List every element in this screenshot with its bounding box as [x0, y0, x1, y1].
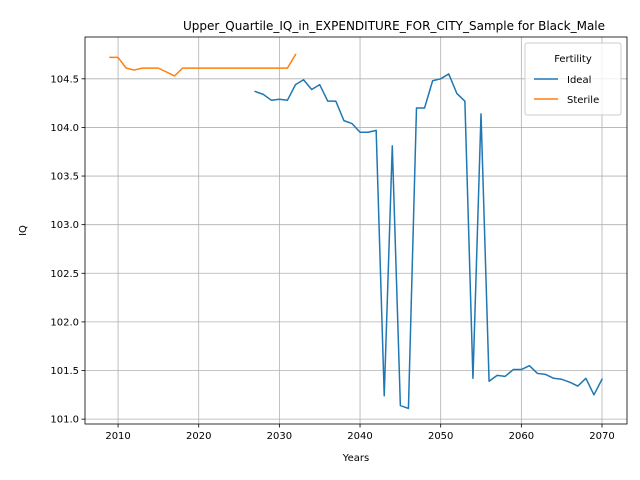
y-tick-label: 103.5: [50, 172, 79, 183]
x-tick-label: 2070: [589, 431, 614, 442]
y-tick-label: 102.5: [50, 269, 79, 280]
y-tick-label: 101.5: [50, 366, 79, 377]
y-axis-ticks: 101.0 101.5 102.0 102.5 103.0 103.5 104.0 104.5: [50, 74, 85, 426]
chart-title: Upper_Quartile_IQ_in_EXPENDITURE_FOR_CIT…: [183, 19, 605, 33]
x-tick-label: 2010: [105, 431, 130, 442]
x-tick-label: 2020: [186, 431, 211, 442]
legend: Fertility Ideal Sterile: [524, 42, 622, 116]
y-tick-label: 104.0: [50, 123, 79, 134]
legend-title: Fertility: [554, 54, 592, 65]
series-line-sterile: [109, 53, 297, 77]
legend-items: Ideal Sterile: [534, 75, 599, 106]
y-tick-label: 104.5: [50, 74, 79, 85]
legend-box: [524, 42, 622, 116]
y-tick-label: 102.0: [50, 317, 79, 328]
plot-frame: [84, 36, 628, 425]
x-tick-label: 2040: [347, 431, 372, 442]
legend-label-ideal: Ideal: [567, 75, 591, 86]
y-tick-label: 103.0: [50, 220, 79, 231]
x-tick-label: 2050: [428, 431, 453, 442]
grid-lines: [85, 37, 627, 424]
legend-label-sterile: Sterile: [567, 95, 599, 106]
x-axis-ticks: 2010 2020 2030 2040 2050 2060 2070: [105, 424, 615, 442]
series-layer: [109, 53, 604, 410]
x-axis-label: Years: [342, 453, 369, 464]
series-line-ideal: [254, 73, 604, 410]
y-tick-label: 101.0: [50, 415, 79, 426]
x-tick-label: 2060: [509, 431, 534, 442]
x-tick-label: 2030: [267, 431, 292, 442]
y-axis-label: IQ: [18, 225, 29, 236]
